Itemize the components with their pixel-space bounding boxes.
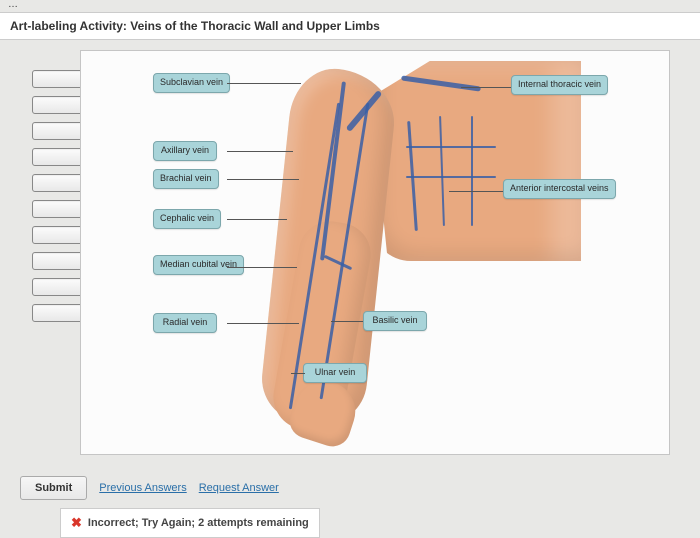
- incorrect-icon: ✖: [71, 515, 82, 531]
- leader-line: [227, 267, 297, 268]
- label-bank: [32, 70, 84, 322]
- anatomy-label[interactable]: Subclavian vein: [153, 73, 230, 93]
- request-answer-link[interactable]: Request Answer: [199, 482, 279, 494]
- feedback-box: ✖ Incorrect; Try Again; 2 attempts remai…: [60, 508, 320, 538]
- footer: Submit Previous Answers Request Answer ✖…: [0, 470, 700, 538]
- label-slot[interactable]: [32, 122, 84, 140]
- previous-answers-link[interactable]: Previous Answers: [99, 482, 186, 494]
- label-slot[interactable]: [32, 148, 84, 166]
- breadcrumb-truncated: …: [0, 0, 700, 10]
- anatomy-label[interactable]: Radial vein: [153, 313, 217, 333]
- anatomy-label[interactable]: Cephalic vein: [153, 209, 221, 229]
- leader-line: [227, 179, 299, 180]
- work-area: Subclavian vein Axillary vein Brachial vei…: [0, 40, 700, 470]
- anatomy-label[interactable]: Anterior intercostal veins: [503, 179, 616, 199]
- label-slot[interactable]: [32, 252, 84, 270]
- anatomy-label[interactable]: Ulnar vein: [303, 363, 367, 383]
- diagram-canvas[interactable]: Subclavian vein Axillary vein Brachial vei…: [80, 50, 670, 455]
- anatomy-label[interactable]: Internal thoracic vein: [511, 75, 608, 95]
- leader-line: [227, 151, 293, 152]
- leader-line: [331, 321, 363, 322]
- submit-button[interactable]: Submit: [20, 476, 87, 500]
- label-slot[interactable]: [32, 226, 84, 244]
- anatomy-label[interactable]: Brachial vein: [153, 169, 219, 189]
- anatomy-diagram: [211, 61, 561, 441]
- anatomy-label[interactable]: Axillary vein: [153, 141, 217, 161]
- leader-line: [449, 191, 503, 192]
- label-slot[interactable]: [32, 304, 84, 322]
- activity-title: Art-labeling Activity: Veins of the Thor…: [0, 12, 700, 40]
- feedback-text: Incorrect; Try Again; 2 attempts remaini…: [88, 517, 309, 529]
- leader-line: [227, 219, 287, 220]
- vein-line: [406, 176, 496, 178]
- anatomy-label[interactable]: Basilic vein: [363, 311, 427, 331]
- leader-line: [461, 87, 511, 88]
- label-slot[interactable]: [32, 96, 84, 114]
- leader-line: [291, 373, 305, 374]
- anatomy-label[interactable]: Median cubital vein: [153, 255, 244, 275]
- label-slot[interactable]: [32, 70, 84, 88]
- leader-line: [227, 83, 301, 84]
- vein-line: [406, 146, 496, 148]
- vein-line: [471, 116, 473, 226]
- leader-line: [227, 323, 299, 324]
- label-slot[interactable]: [32, 174, 84, 192]
- label-slot[interactable]: [32, 278, 84, 296]
- label-slot[interactable]: [32, 200, 84, 218]
